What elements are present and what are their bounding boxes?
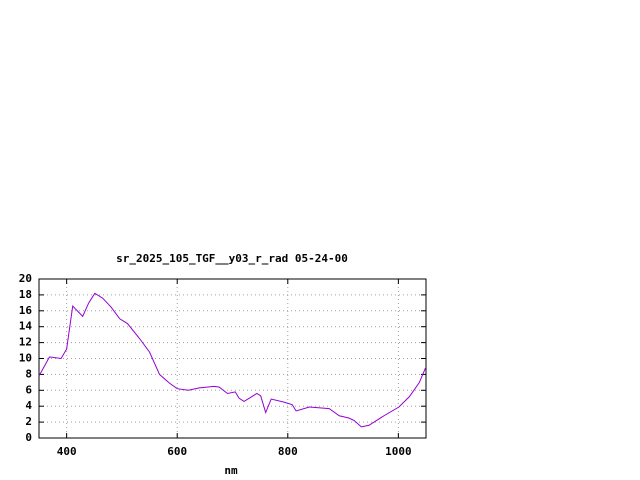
y-tick-label: 10 [19,352,32,365]
x-tick-label: 1000 [385,445,412,458]
y-tick-label: 8 [25,367,32,380]
y-tick-label: 2 [25,415,32,428]
x-axis-label: nm [224,464,238,477]
y-tick-label: 4 [25,399,32,412]
x-tick-label: 400 [57,445,77,458]
y-tick-label: 18 [19,288,32,301]
y-tick-label: 16 [19,304,33,317]
plot-frame [38,278,427,439]
y-tick-label: 0 [25,431,32,444]
x-tick-label: 600 [167,445,187,458]
data-line [38,292,426,428]
y-tick-label: 6 [25,383,32,396]
x-tick-label: 800 [278,445,298,458]
y-tick-label: 14 [19,320,33,333]
chart-title: sr_2025_105_TGF__y03_r_rad 05-24-00 [116,252,348,265]
y-tick-label: 20 [19,272,32,285]
y-tick-label: 12 [19,336,32,349]
